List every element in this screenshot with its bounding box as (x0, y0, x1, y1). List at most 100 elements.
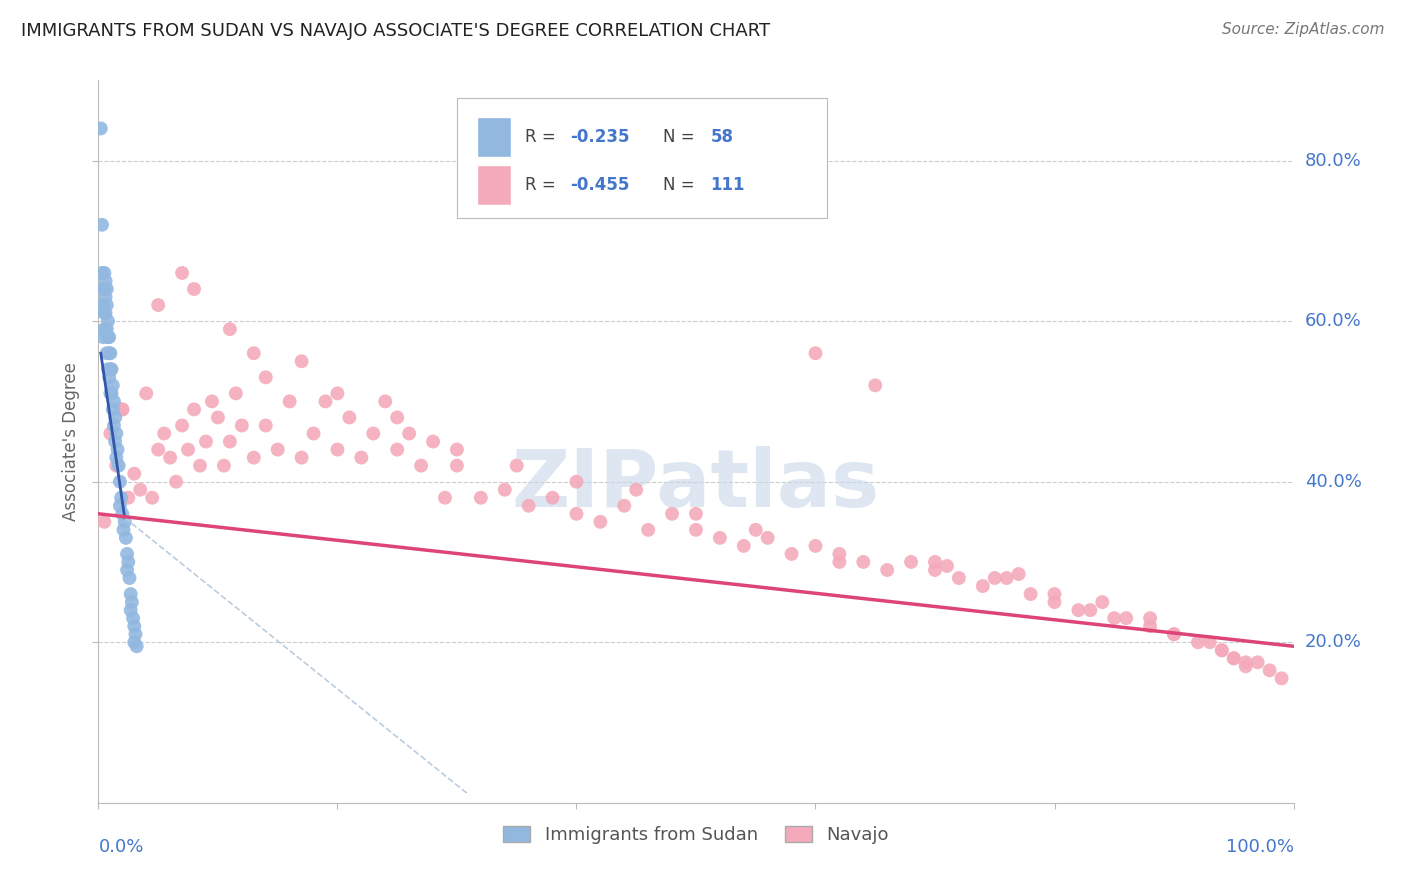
Point (124, 627, 146, 641)
Point (98, 330, 121, 344)
Point (117, 491, 139, 505)
Point (1091, 595, 1114, 609)
Point (685, 507, 707, 521)
Point (98, 346, 122, 360)
Point (924, 555, 946, 569)
Point (107, 458, 129, 473)
Point (315, 394, 337, 409)
Point (350, 450, 373, 465)
Point (1223, 651, 1246, 665)
Point (129, 483, 152, 497)
Text: N =: N = (662, 128, 699, 145)
Point (111, 402, 134, 417)
Point (93, 306, 115, 320)
Point (613, 499, 636, 513)
Point (159, 450, 181, 465)
Point (434, 491, 457, 505)
Point (291, 450, 314, 465)
Text: ZIPatlas: ZIPatlas (512, 446, 880, 524)
Point (1080, 603, 1102, 617)
Point (101, 402, 124, 417)
Point (120, 603, 142, 617)
Point (900, 555, 922, 569)
Point (446, 442, 468, 457)
Text: 0.0%: 0.0% (98, 838, 143, 855)
Point (111, 402, 134, 417)
Point (363, 426, 385, 441)
Point (105, 426, 128, 441)
FancyBboxPatch shape (457, 98, 827, 218)
Point (709, 531, 731, 545)
Point (565, 475, 588, 489)
Text: 111: 111 (710, 176, 745, 194)
Point (267, 442, 290, 457)
Point (94, 306, 117, 320)
Point (661, 507, 683, 521)
Point (98, 346, 121, 360)
Point (1199, 635, 1222, 649)
Point (254, 370, 277, 384)
Point (120, 587, 142, 601)
Point (398, 426, 420, 441)
Point (148, 442, 170, 457)
FancyBboxPatch shape (477, 165, 510, 205)
Point (517, 499, 540, 513)
Point (97, 330, 120, 344)
Point (105, 458, 128, 473)
Point (1008, 567, 1031, 582)
FancyBboxPatch shape (477, 117, 510, 156)
Point (183, 282, 205, 296)
Point (96, 322, 118, 336)
Point (141, 491, 163, 505)
Point (219, 322, 242, 336)
Point (98, 386, 122, 401)
Point (494, 483, 516, 497)
Point (93, 266, 115, 280)
Point (302, 426, 325, 441)
Point (1104, 611, 1126, 625)
Text: 40.0%: 40.0% (1305, 473, 1361, 491)
Point (117, 555, 139, 569)
Point (1139, 611, 1161, 625)
Point (1043, 587, 1066, 601)
Point (94, 322, 117, 336)
Point (936, 558, 959, 574)
Point (90, 121, 112, 136)
Point (1067, 603, 1090, 617)
Point (385, 410, 409, 425)
Point (98, 370, 121, 384)
Point (326, 386, 349, 401)
Point (97, 314, 120, 328)
Point (108, 499, 131, 513)
Point (685, 523, 707, 537)
Point (93, 515, 115, 529)
Point (212, 458, 235, 473)
Point (207, 410, 229, 425)
Point (188, 458, 211, 473)
Point (852, 555, 875, 569)
Point (876, 563, 898, 577)
Point (104, 434, 127, 449)
Point (91, 298, 114, 312)
Point (326, 442, 349, 457)
Point (172, 266, 194, 280)
Point (1211, 643, 1233, 657)
Point (948, 571, 970, 585)
Text: -0.235: -0.235 (571, 128, 630, 145)
Point (124, 635, 146, 649)
Point (291, 354, 314, 368)
Point (98, 426, 122, 441)
Point (91, 266, 114, 280)
Point (153, 426, 176, 441)
Text: 60.0%: 60.0% (1305, 312, 1361, 330)
Text: Source: ZipAtlas.com: Source: ZipAtlas.com (1222, 22, 1385, 37)
Point (865, 378, 887, 392)
Point (104, 410, 127, 425)
Point (1223, 651, 1246, 665)
Point (111, 507, 134, 521)
Text: R =: R = (524, 176, 561, 194)
Point (385, 442, 409, 457)
Point (470, 491, 492, 505)
Point (100, 386, 122, 401)
Point (94, 290, 117, 304)
